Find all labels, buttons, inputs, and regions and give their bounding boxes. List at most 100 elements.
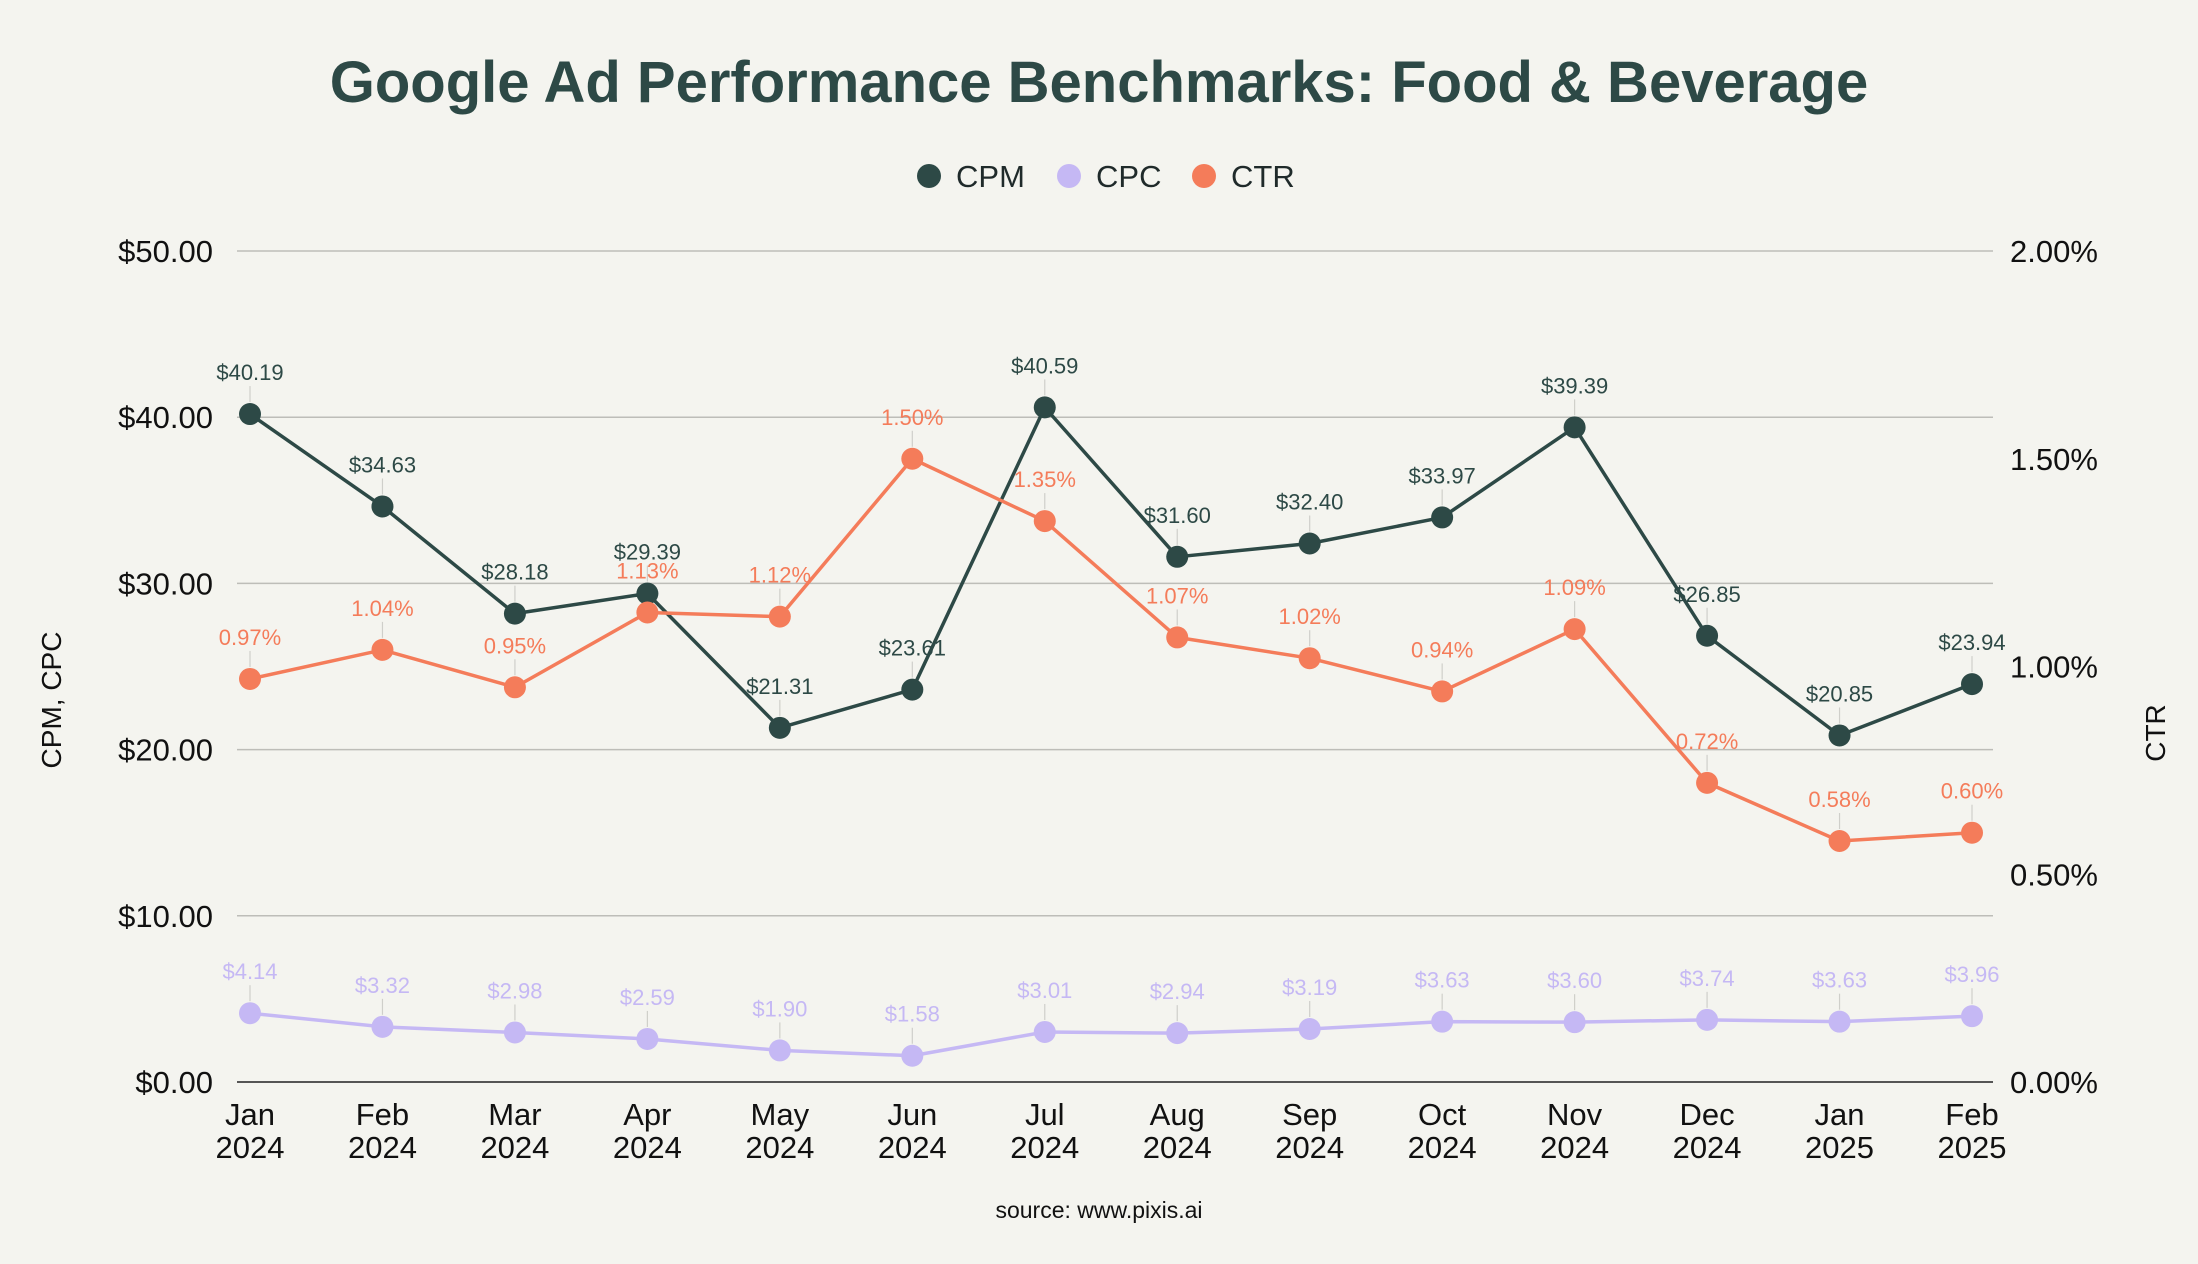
- data-point-cpm: [636, 582, 659, 605]
- data-label-cpm: $39.39: [1541, 373, 1608, 398]
- legend-marker-cpc: [1057, 164, 1081, 188]
- y-right-tick-label: 2.00%: [2010, 234, 2098, 269]
- x-tick-label: Feb: [1945, 1097, 1998, 1132]
- data-label-ctr: 1.13%: [616, 558, 678, 583]
- x-tick-label: 2024: [745, 1130, 814, 1165]
- data-label-ctr: 0.97%: [219, 625, 281, 650]
- data-point-cpm: [901, 678, 924, 701]
- data-label-cpc: $2.59: [620, 985, 675, 1010]
- legend-label-cpm: CPM: [956, 159, 1025, 194]
- x-tick-label: 2025: [1938, 1130, 2007, 1165]
- data-label-cpc: $1.58: [885, 1002, 940, 1027]
- x-axis: Jan2024Feb2024Mar2024Apr2024May2024Jun20…: [216, 1097, 2007, 1165]
- y-left-tick-label: $0.00: [135, 1065, 213, 1100]
- data-point-cpc: [1828, 1010, 1851, 1033]
- y-left-tick-label: $30.00: [118, 566, 213, 601]
- series-line-cpc: [249, 1011, 1973, 1058]
- data-point-cpc: [768, 1039, 791, 1062]
- data-label-cpm: $40.19: [216, 360, 283, 385]
- x-tick-label: 2024: [613, 1130, 682, 1165]
- x-tick-label: 2024: [1275, 1130, 1344, 1165]
- series-line-ctr: [249, 457, 1973, 843]
- data-point-cpc: [1431, 1010, 1454, 1033]
- data-label-cpc: $2.98: [487, 978, 542, 1003]
- data-point-cpc: [1696, 1008, 1719, 1031]
- x-tick-label: 2024: [216, 1130, 285, 1165]
- chart-title: Google Ad Performance Benchmarks: Food &…: [330, 50, 1868, 115]
- data-label-ctr: 0.58%: [1808, 787, 1870, 812]
- data-point-ctr: [1563, 618, 1586, 641]
- series-line-cpm: [248, 405, 1973, 738]
- x-tick-label: 2024: [480, 1130, 549, 1165]
- data-point-cpm: [1563, 416, 1586, 439]
- data-point-ctr: [1696, 771, 1719, 794]
- data-point-cpc: [901, 1044, 924, 1067]
- series-points: [239, 396, 1983, 1067]
- data-point-cpm: [1431, 506, 1454, 529]
- data-point-cpm: [1961, 673, 1983, 696]
- data-label-cpc: $3.32: [355, 973, 410, 998]
- data-point-cpm: [371, 495, 394, 518]
- data-point-cpm: [1298, 532, 1321, 555]
- y-axis-left: $0.00 $10.00 $20.00 $30.00 $40.00 $50.00: [118, 234, 213, 1100]
- data-point-cpc: [1166, 1022, 1189, 1045]
- data-label-ctr: 0.95%: [484, 633, 546, 658]
- x-tick-label: Jul: [1025, 1097, 1065, 1132]
- x-tick-label: Apr: [623, 1097, 671, 1132]
- data-point-ctr: [1961, 821, 1983, 844]
- data-label-cpm: $21.31: [746, 674, 813, 699]
- data-label-ctr: 1.02%: [1278, 604, 1340, 629]
- data-label-cpc: $3.19: [1282, 975, 1337, 1000]
- data-label-cpm: $29.39: [614, 540, 681, 565]
- y-left-tick-label: $50.00: [118, 234, 213, 269]
- data-label-cpc: $3.96: [1944, 962, 1999, 987]
- data-label-cpm: $33.97: [1409, 463, 1476, 488]
- data-point-cpm: [239, 403, 261, 426]
- y-right-tick-label: 1.00%: [2010, 650, 2098, 685]
- x-tick-label: Feb: [356, 1097, 409, 1132]
- label-leaders: [249, 379, 1973, 1044]
- y-right-tick-label: 0.50%: [2010, 857, 2098, 892]
- data-label-cpc: $3.63: [1812, 968, 1867, 993]
- data-point-ctr: [636, 601, 659, 624]
- x-tick-label: 2024: [878, 1130, 947, 1165]
- data-point-cpc: [503, 1021, 526, 1044]
- data-label-ctr: 1.35%: [1014, 467, 1076, 492]
- data-label-cpm: $23.61: [879, 636, 946, 661]
- data-label-cpm: $34.63: [349, 452, 416, 477]
- y-left-tick-label: $10.00: [118, 899, 213, 934]
- data-point-cpc: [1298, 1017, 1321, 1040]
- x-tick-label: Jan: [1815, 1097, 1865, 1132]
- data-point-cpm: [1828, 724, 1851, 747]
- legend-label-cpc: CPC: [1096, 159, 1161, 194]
- gridlines: [237, 250, 1993, 1083]
- data-label-ctr: 1.04%: [351, 596, 413, 621]
- data-point-ctr: [1431, 680, 1454, 703]
- data-point-cpc: [1961, 1005, 1983, 1028]
- data-point-ctr: [901, 447, 924, 470]
- data-label-ctr: 0.94%: [1411, 637, 1473, 662]
- y-right-tick-label: 0.00%: [2010, 1065, 2098, 1100]
- x-tick-label: 2024: [348, 1130, 417, 1165]
- data-point-ctr: [371, 638, 394, 661]
- x-tick-label: Aug: [1150, 1097, 1205, 1132]
- x-tick-label: Dec: [1680, 1097, 1735, 1132]
- data-label-cpc: $2.94: [1150, 979, 1205, 1004]
- data-label-cpc: $4.14: [222, 959, 277, 984]
- y-axis-right: 0.00% 0.50% 1.00% 1.50% 2.00%: [2010, 234, 2098, 1100]
- data-point-ctr: [239, 667, 261, 690]
- x-tick-label: May: [751, 1097, 810, 1132]
- data-point-cpm: [1696, 624, 1719, 647]
- data-point-cpc: [371, 1015, 394, 1038]
- data-label-ctr: 1.07%: [1146, 583, 1208, 608]
- x-tick-label: 2024: [1673, 1130, 1742, 1165]
- y-axis-left-title: CPM, CPC: [36, 632, 67, 769]
- y-left-tick-label: $20.00: [118, 733, 213, 768]
- data-label-cpm: $23.94: [1938, 630, 2005, 655]
- data-label-cpm: $31.60: [1144, 503, 1211, 528]
- x-tick-label: Sep: [1282, 1097, 1337, 1132]
- legend-marker-cpm: [917, 164, 941, 188]
- data-label-ctr: 0.72%: [1676, 729, 1738, 754]
- data-label-cpm: $20.85: [1806, 681, 1873, 706]
